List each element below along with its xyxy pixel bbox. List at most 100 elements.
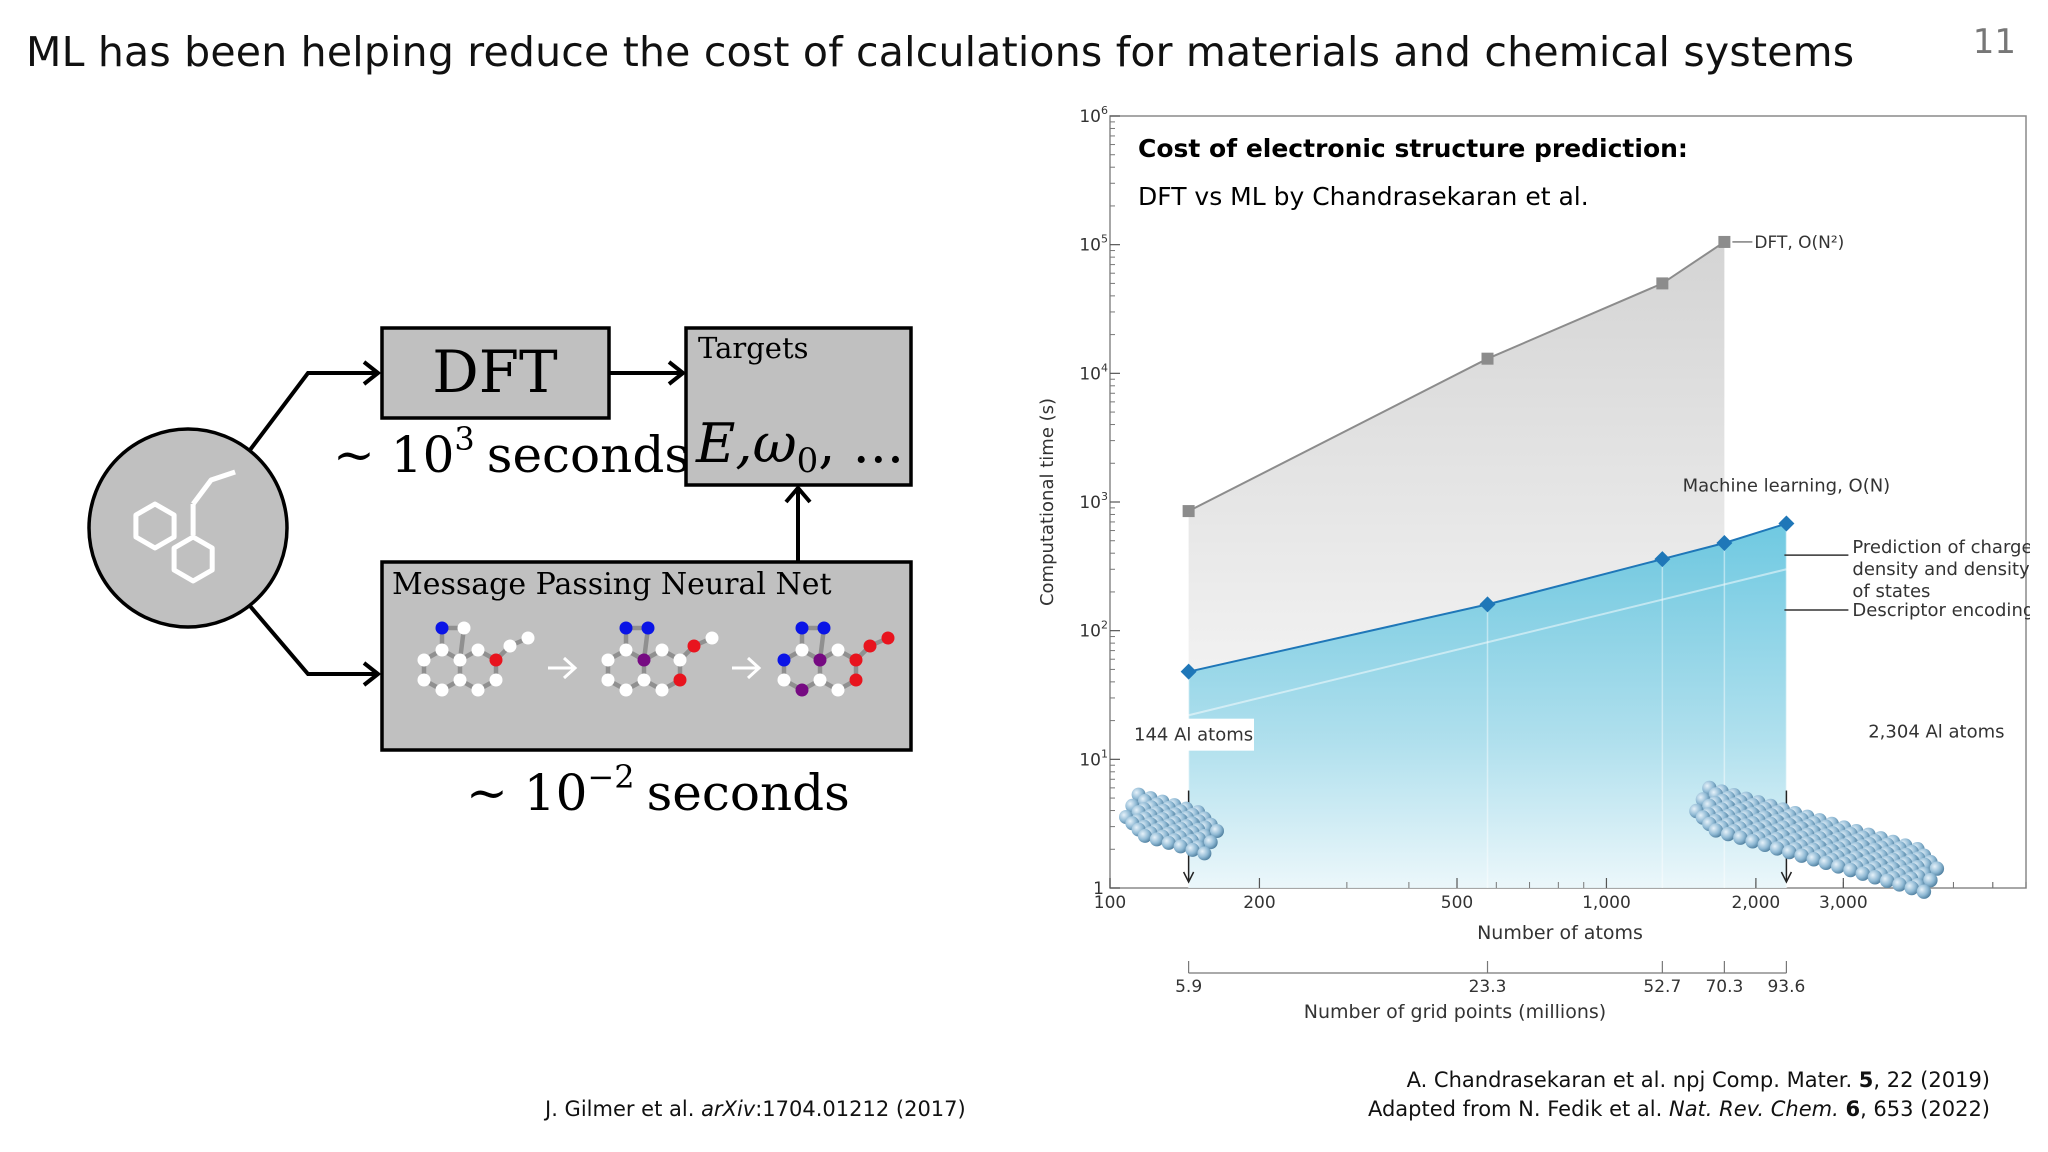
grid-axis-tick-label: 70.3: [1705, 977, 1743, 997]
dft-point: [1718, 235, 1731, 248]
al-atom: [1708, 823, 1724, 838]
ml-point: [1778, 515, 1795, 532]
descriptor-boundary: [1188, 568, 1787, 717]
graph-node: [489, 653, 503, 667]
al-atom: [1757, 837, 1773, 853]
graph-node: [795, 643, 809, 657]
graph-node: [435, 683, 449, 697]
y-tick-label: 102: [1079, 619, 1108, 642]
graph-node: [705, 631, 719, 645]
dft-series-line: [1188, 241, 1725, 512]
large-al-cluster: [1689, 780, 1945, 899]
chart-title: Cost of electronic structure prediction:: [1138, 134, 1688, 163]
graph-node: [435, 621, 449, 635]
graph-node: [417, 653, 431, 667]
graph-node: [777, 653, 791, 667]
grid-axis-tick-label: 52.7: [1643, 977, 1681, 997]
dft-point: [1182, 505, 1195, 518]
slide-number: 11: [1972, 22, 2016, 62]
graph-node: [813, 673, 827, 687]
graph-node: [673, 653, 687, 667]
message-passing-graph: [601, 621, 719, 697]
al-atom: [1210, 824, 1224, 839]
x-tick-label: 1,000: [1582, 893, 1631, 913]
al-atom: [1892, 877, 1907, 892]
al-atom: [1173, 839, 1188, 854]
arrow-to-mpnn: [248, 604, 382, 687]
graph-node: [619, 643, 633, 657]
system-pointer-head: [1780, 871, 1793, 884]
targets-symbols: E,ω0, ...: [695, 412, 904, 481]
arrow-dft-to-targets: [609, 360, 687, 386]
graph-node: [453, 673, 467, 687]
al-atom: [1149, 832, 1164, 847]
graph-node: [849, 673, 863, 687]
workflow-diagram: DFT Targets E,ω0, ... ~ 103 seconds Messa…: [87, 326, 913, 822]
cost-chart: 1 101 102 103 104 105 106 100 200 500 1,000 2,000 3…: [1037, 104, 2030, 1023]
dft-series-label: DFT, O(N²): [1754, 233, 1844, 253]
x-tick-label: 100: [1094, 893, 1126, 913]
al-atom: [1923, 872, 1938, 888]
graph-node: [453, 653, 467, 667]
graph-node: [655, 683, 669, 697]
targets-box: [684, 326, 913, 487]
al-atom: [1197, 846, 1212, 861]
ml-series-label: Machine learning, O(N): [1683, 476, 1891, 497]
al-atom: [1818, 855, 1834, 871]
grid-axis-tick-label: 23.3: [1469, 977, 1507, 997]
dft-time: ~ 103 seconds: [333, 420, 690, 484]
graph-node: [521, 631, 535, 645]
graph-arrow: [732, 656, 762, 680]
mpnn-time: ~ 10−2 seconds: [466, 758, 850, 822]
graph-node: [471, 683, 485, 697]
reference-chandrasekaran: A. Chandrasekaran et al. npj Comp. Mater…: [1406, 1068, 1990, 1092]
large-system-label: 2,304 Al atoms: [1868, 722, 2004, 743]
dft-point: [1481, 352, 1494, 365]
reference-fedik: Adapted from N. Fedik et al. Nat. Rev. C…: [1367, 1097, 1990, 1121]
ml-component-label: Descriptor encoding: [1852, 600, 2030, 621]
x-tick-label: 2,000: [1732, 893, 1781, 913]
slide-title: ML has been helping reduce the cost of c…: [26, 28, 1855, 76]
al-atom: [1733, 830, 1748, 845]
ml-point: [1479, 596, 1496, 613]
al-atom: [1831, 859, 1846, 874]
al-atom: [1203, 835, 1218, 850]
al-atom: [1806, 852, 1821, 867]
graph-arrow: [548, 656, 578, 680]
graph-node: [687, 639, 701, 653]
graph-node: [601, 653, 615, 667]
ml-point: [1180, 663, 1197, 680]
graph-node: [619, 621, 633, 635]
al-atom: [1867, 870, 1883, 885]
dft-box-label: DFT: [432, 338, 558, 406]
graph-node: [489, 673, 503, 687]
al-atom: [1843, 862, 1858, 878]
graph-node: [655, 643, 669, 657]
message-passing-graph: [417, 621, 535, 697]
al-atom: [1161, 835, 1176, 850]
x-tick-label: 3,000: [1819, 893, 1868, 913]
al-atom: [1916, 884, 1932, 899]
small-system-label: 144 Al atoms: [1134, 725, 1253, 746]
small-al-cluster: [1119, 787, 1224, 861]
y-tick-label: 101: [1079, 747, 1108, 770]
graph-node: [777, 673, 791, 687]
y-tick-label: 105: [1079, 233, 1108, 256]
graph-node: [863, 639, 877, 653]
targets-label: Targets: [698, 331, 809, 365]
al-atom: [1745, 834, 1760, 849]
molecule-ring: [171, 534, 215, 584]
message-passing-graph: [777, 621, 895, 697]
mpnn-label: Message Passing Neural Net: [392, 567, 832, 602]
grid-axis-tick-label: 93.6: [1767, 977, 1805, 997]
graph-node: [673, 673, 687, 687]
graph-node: [457, 621, 471, 635]
arrow-mpnn-to-targets: [784, 484, 812, 562]
al-atom: [1137, 828, 1152, 843]
message-passing-graphs: [417, 621, 895, 697]
graph-node: [637, 673, 651, 687]
graph-node: [435, 643, 449, 657]
al-atom: [1904, 880, 1919, 896]
ml-component-label: Prediction of charge density and density o…: [1852, 537, 2030, 602]
graph-node: [795, 621, 809, 635]
